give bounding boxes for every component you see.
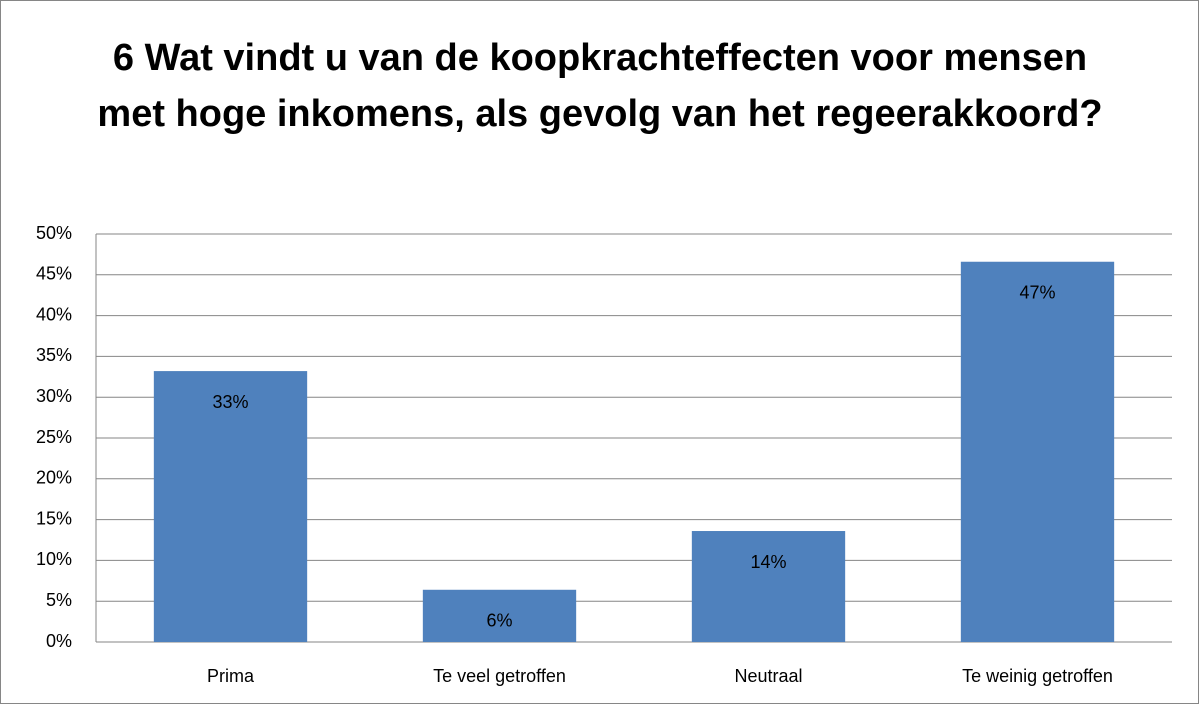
- x-tick-label: Te veel getroffen: [433, 666, 566, 686]
- y-tick-label: 35%: [36, 345, 72, 365]
- x-tick-label: Prima: [207, 666, 255, 686]
- bar: [422, 589, 577, 642]
- y-tick-label: 0%: [46, 631, 72, 651]
- y-tick-label: 10%: [36, 549, 72, 569]
- y-tick-label: 25%: [36, 427, 72, 447]
- bar: [691, 531, 846, 642]
- bar: [153, 371, 308, 642]
- data-label: 47%: [1019, 282, 1055, 302]
- y-tick-label: 40%: [36, 304, 72, 324]
- y-tick-label: 50%: [36, 223, 72, 243]
- y-tick-label: 45%: [36, 264, 72, 284]
- x-tick-label: Te weinig getroffen: [962, 666, 1113, 686]
- data-label: 33%: [212, 392, 248, 412]
- chart-title: 6 Wat vindt u van de koopkrachteffecten …: [97, 37, 1103, 135]
- x-tick-label: Neutraal: [734, 666, 802, 686]
- y-tick-label: 5%: [46, 590, 72, 610]
- data-label: 6%: [486, 611, 512, 631]
- y-tick-label: 30%: [36, 386, 72, 406]
- bar: [960, 261, 1115, 642]
- data-label: 14%: [750, 552, 786, 572]
- y-tick-label: 15%: [36, 508, 72, 528]
- y-tick-label: 20%: [36, 468, 72, 488]
